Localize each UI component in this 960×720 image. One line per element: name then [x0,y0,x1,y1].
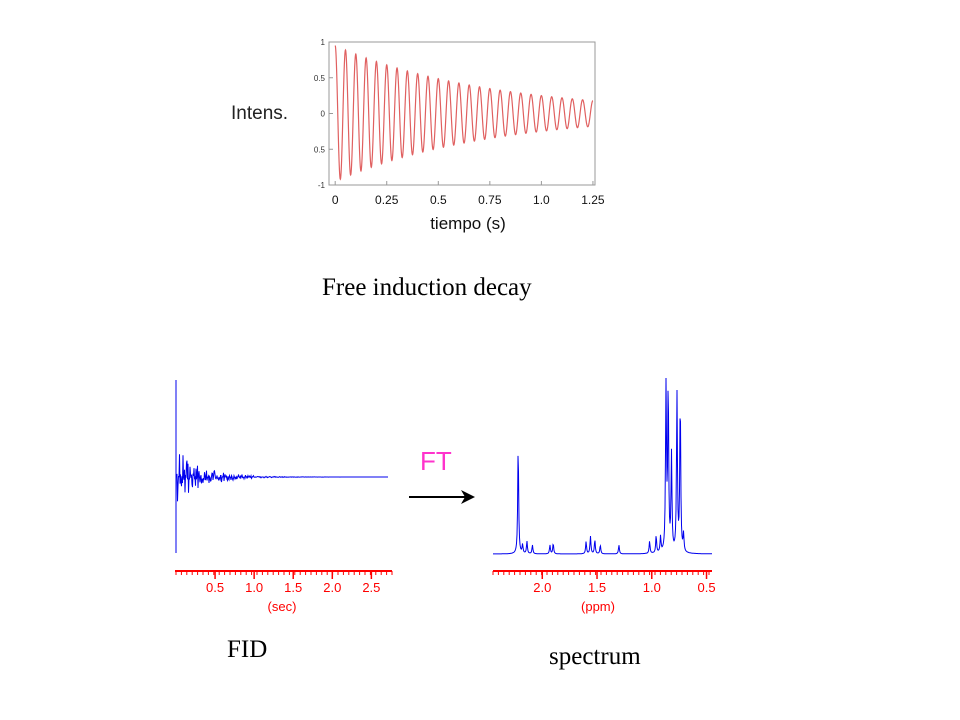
fid-x-tick-label: 1.5 [284,580,302,595]
spectrum-x-tick-label: 1.5 [588,580,606,595]
fid-x-tick-label: 2.0 [323,580,341,595]
decay-x-tick-label: 0.75 [478,193,502,207]
decay-x-tick-label: 0 [332,193,339,207]
fid-series-line [175,380,388,553]
decay-x-tick-label: 0.25 [375,193,399,207]
caption-fid: FID [227,636,268,663]
spectrum-x-tick-label: 2.0 [533,580,551,595]
decay-y-ticks: 1 0.5 0 0.5 -1 [314,38,333,190]
decay-y-tick-label: 0 [321,110,326,119]
caption-spectrum: spectrum [549,643,641,670]
decay-y-tick-label: 0.5 [314,74,326,83]
decay-y-tick-label: -1 [318,181,326,190]
caption-free-induction-decay: Free induction decay [322,274,532,301]
fid-x-tick-label: 2.5 [362,580,380,595]
decay-y-tick-label: 0.5 [314,145,326,154]
ft-transform-arrow: FT [409,446,475,504]
fid-x-axis-label: (sec) [268,599,297,614]
decay-x-tick-label: 1.0 [533,193,550,207]
fid-chart: 0.5 1.0 1.5 2.0 2.5 (sec) [175,380,393,614]
spectrum-x-tick-label: 0.5 [697,580,715,595]
spectrum-x-ticks: 2.0 1.5 1.0 0.5 [492,571,716,595]
spectrum-chart: 2.0 1.5 1.0 0.5 (ppm) [492,377,716,614]
ft-label: FT [420,446,452,476]
decay-x-axis-label: tiempo (s) [430,214,506,233]
decay-y-tick-label: 1 [321,38,326,47]
fid-x-ticks: 0.5 1.0 1.5 2.0 2.5 [175,571,393,595]
spectrum-series-line [493,377,712,555]
fid-x-tick-label: 0.5 [206,580,224,595]
decay-x-tick-label: 1.25 [581,193,605,207]
decay-chart: 1 0.5 0 0.5 -1 0 0.25 0.5 0.75 1.0 1.25 Intens. t… [231,38,605,233]
decay-x-ticks: 0 0.25 0.5 0.75 1.0 1.25 [332,181,605,207]
spectrum-x-tick-label: 1.0 [643,580,661,595]
fid-x-tick-label: 1.0 [245,580,263,595]
ft-arrow-head [461,490,475,504]
decay-series-line [334,45,594,181]
spectrum-x-axis-label: (ppm) [581,599,615,614]
decay-y-axis-label: Intens. [231,103,288,124]
decay-x-tick-label: 0.5 [430,193,447,207]
